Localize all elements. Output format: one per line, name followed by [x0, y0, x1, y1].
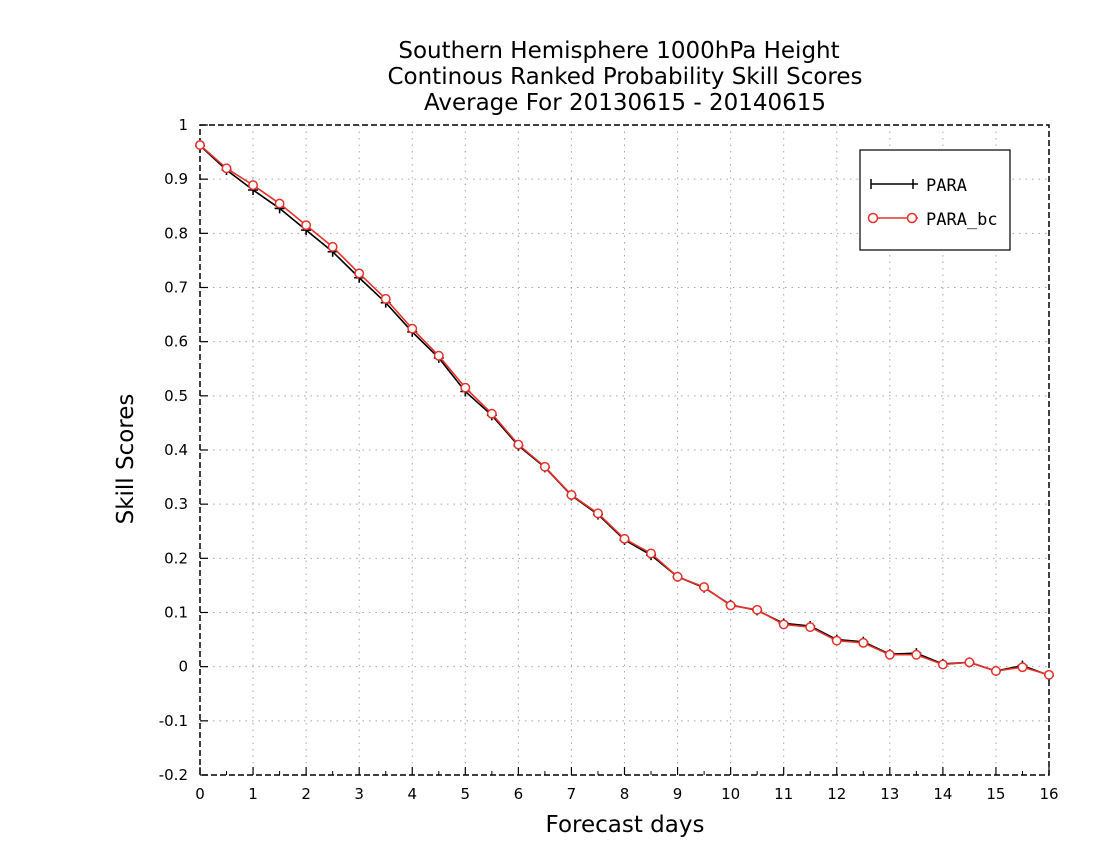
y-tick-label: 0.9 — [164, 170, 188, 188]
y-tick-label: 0.1 — [164, 604, 188, 622]
legend: PARA PARA_bc — [859, 149, 1011, 251]
y-tick-label: 0.3 — [164, 495, 188, 513]
data-point — [274, 198, 285, 209]
data-point — [646, 548, 656, 559]
y-tick-label: 0.7 — [164, 279, 188, 297]
y-tick-label: -0.2 — [159, 766, 188, 784]
data-point — [990, 666, 1001, 676]
y-tick-label: 1 — [178, 116, 188, 134]
x-tick-label: 3 — [354, 785, 364, 803]
legend-marker-para — [870, 179, 914, 189]
data-point — [619, 533, 630, 544]
data-point — [301, 220, 312, 231]
data-point — [805, 622, 816, 633]
x-tick-label: 16 — [1039, 785, 1058, 803]
x-axis-label: Forecast days — [546, 812, 705, 838]
data-point — [433, 350, 444, 361]
y-tick-label: 0.6 — [164, 333, 188, 351]
x-tick-label: 14 — [933, 785, 952, 803]
legend-label-para: PARA — [926, 176, 967, 196]
x-tick-label: 8 — [620, 785, 630, 803]
data-point — [380, 293, 391, 304]
x-tick-label: 9 — [673, 785, 683, 803]
series-para-bc — [195, 140, 1054, 680]
data-point — [831, 635, 842, 646]
data-point — [699, 582, 710, 592]
y-tick-label: 0.5 — [164, 387, 188, 405]
y-tick-label: 0.4 — [164, 441, 188, 459]
x-tick-label: 5 — [461, 785, 471, 803]
data-point — [672, 571, 683, 582]
data-point — [1017, 662, 1028, 673]
data-point — [937, 659, 948, 670]
data-point — [486, 408, 497, 419]
series-layer — [195, 140, 1054, 681]
x-tick-label: 2 — [301, 785, 311, 803]
data-point — [911, 649, 922, 660]
x-tick-label: 12 — [827, 785, 846, 803]
x-tick-label: 15 — [986, 785, 1005, 803]
data-point — [327, 241, 338, 252]
data-point — [248, 180, 259, 191]
x-tick-label: 10 — [721, 785, 740, 803]
chart-title-line-2: Continous Ranked Probability Skill Score… — [387, 64, 862, 90]
x-tick-label: 7 — [567, 785, 577, 803]
x-tick-label: 6 — [514, 785, 524, 803]
data-point — [858, 637, 869, 648]
legend-box — [859, 149, 1011, 251]
data-point — [513, 439, 524, 450]
data-point — [195, 140, 205, 150]
data-point — [752, 604, 763, 615]
x-tick-label: 1 — [248, 785, 258, 803]
data-point — [725, 600, 736, 611]
legend-item-para-bc: PARA_bc — [867, 210, 998, 230]
x-tick-label: 0 — [195, 785, 205, 803]
y-tick-label: 0.2 — [164, 549, 188, 567]
data-point — [778, 619, 789, 630]
data-point — [221, 163, 232, 174]
data-point — [593, 508, 603, 519]
data-point — [964, 657, 975, 668]
data-point — [539, 461, 550, 472]
data-point — [354, 268, 365, 279]
legend-marker-para-bc-right — [906, 212, 918, 224]
chart-title-line-3: Average For 20130615 - 20140615 — [424, 90, 826, 116]
legend-item-para: PARA — [870, 176, 967, 196]
x-tick-label: 4 — [407, 785, 417, 803]
axis-ticks: 0 1 2 3 4 5 6 7 8 9 10 11 12 13 14 15 16-0.2-0.100.10.20… — [159, 116, 1059, 803]
legend-marker-para-bc-left — [867, 212, 879, 224]
data-point — [407, 323, 418, 334]
legend-label-para-bc: PARA_bc — [926, 210, 998, 230]
data-point — [884, 649, 895, 660]
y-tick-label: 0.8 — [164, 224, 188, 242]
data-point — [566, 490, 577, 500]
data-point — [1044, 669, 1054, 680]
y-axis-label: Skill Scores — [113, 394, 139, 525]
chart-title-line-1: Southern Hemisphere 1000hPa Height — [398, 38, 839, 64]
x-tick-label: 11 — [774, 785, 793, 803]
data-point — [460, 382, 471, 393]
x-tick-label: 13 — [880, 785, 899, 803]
y-tick-label: -0.1 — [159, 712, 188, 730]
y-tick-label: 0 — [178, 658, 188, 676]
